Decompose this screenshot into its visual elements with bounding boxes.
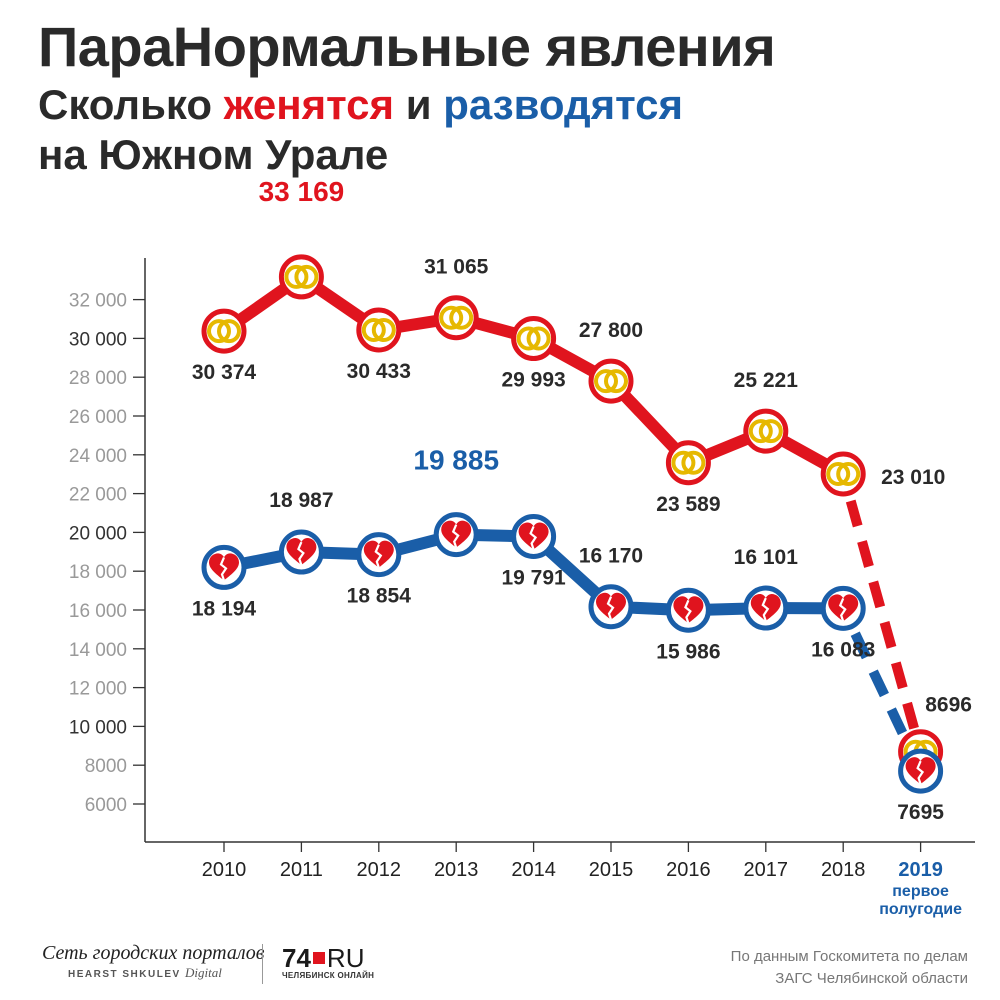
marriages-data-label: 27 800 [579, 319, 643, 342]
y-tick-label: 18 000 [69, 562, 127, 583]
axes: 6000 8000 10 000 12 000 14 000 16 000 18 000 20… [69, 258, 975, 918]
series-lines [218, 270, 926, 774]
source-line1: По данным Госкомитета по делам [730, 948, 968, 965]
data-source: По данным Госкомитета по делам ЗАГС Челя… [648, 946, 968, 990]
divorces-data-label: 19 885 [413, 445, 499, 476]
x-tick-label: 2013 [434, 859, 479, 881]
marriages-marker [201, 308, 247, 354]
marriages-data-label: 33 169 [259, 176, 345, 207]
y-tick-label: 6000 [85, 795, 127, 816]
subtitle-divorce-word: разводятся [443, 81, 684, 128]
logo1-suffix: Digital [184, 965, 222, 980]
marriages-data-label: 31 065 [424, 256, 489, 279]
marriages-marker [743, 408, 789, 454]
subtitle-marry-word: женятся [223, 81, 395, 128]
divorces-marker [433, 512, 479, 558]
x-tick-label: 2014 [511, 859, 556, 881]
divorces-marker [898, 748, 944, 794]
x-tick-label: 2011 [280, 859, 323, 881]
y-tick-label: 12 000 [69, 679, 127, 700]
divorces-data-label: 7695 [897, 801, 944, 824]
logo-divider [262, 944, 263, 984]
marriages-data-label: 29 993 [501, 369, 565, 392]
y-tick-label: 28 000 [69, 368, 127, 389]
subtitle-part2: и [394, 81, 444, 128]
divorces-marker [665, 587, 711, 633]
divorces-data-label: 16 101 [734, 546, 799, 569]
x-tick-label: 2015 [589, 859, 634, 881]
subtitle-line2: на Южном Урале [38, 131, 389, 178]
divorces-dashed-segment [838, 606, 926, 774]
divorces-marker [511, 513, 557, 559]
marriages-marker [356, 307, 402, 353]
y-tick-label: 26 000 [69, 407, 127, 428]
logo2-ru: RU [326, 943, 365, 973]
x-note-label: первое [892, 883, 949, 900]
divorces-marker [278, 529, 324, 575]
marriages-marker [588, 358, 634, 404]
chart-title: ПараНормальные явления [38, 15, 776, 78]
logo2-red-square [312, 952, 325, 964]
marriages-data-label: 30 374 [192, 361, 257, 384]
divorces-marker [820, 585, 866, 631]
y-tick-label: 22 000 [69, 485, 127, 506]
divorces-data-label: 18 987 [269, 489, 333, 512]
marriages-data-label: 25 221 [734, 369, 799, 392]
x-tick-label: 2019 [898, 859, 943, 881]
title-block: ПараНормальные явления Сколько женятся и… [38, 14, 776, 180]
divorces-data-label: 19 791 [501, 566, 566, 589]
data-labels: 30 374 33 169 30 433 31 065 29 993 27 800 23 5… [192, 176, 972, 824]
marriages-marker [511, 316, 557, 362]
y-tick-label: 8000 [85, 756, 127, 777]
source-line2: ЗАГС Челябинской области [775, 970, 968, 987]
divorces-marker [201, 544, 247, 590]
divorces-marker [743, 585, 789, 631]
divorces-marker [588, 584, 634, 630]
marriages-marker [278, 254, 324, 300]
y-tick-label: 32 000 [69, 291, 127, 312]
marriages-data-label: 23 589 [656, 493, 720, 516]
marriages-marker [433, 295, 479, 341]
y-tick-label: 30 000 [69, 329, 127, 350]
x-tick-label: 2018 [821, 859, 866, 881]
y-tick-label: 14 000 [69, 640, 127, 661]
subtitle-part1: Сколько [38, 81, 224, 128]
logo1-line2: HEARST SHKULEV Digital [68, 965, 264, 981]
logo1-brand: HEARST SHKULEV [68, 969, 181, 980]
logo2-sub: ЧЕЛЯБИНСК ОНЛАЙН [282, 971, 375, 980]
chart-subtitle: Сколько женятся и разводятся [38, 80, 775, 130]
marriages-data-label: 23 010 [881, 466, 945, 489]
x-tick-label: 2010 [202, 859, 247, 881]
marriages-marker [820, 451, 866, 497]
divorces-data-label: 16 170 [579, 545, 643, 568]
logo2-number: 74 [282, 943, 311, 973]
divorces-data-label: 16 083 [811, 638, 875, 661]
divorces-data-label: 18 854 [347, 585, 412, 608]
divorces-data-label: 18 194 [192, 597, 257, 620]
divorces-marker [356, 532, 402, 578]
site-74ru-logo: 74 RU ЧЕЛЯБИНСК ОНЛАЙН [282, 945, 374, 980]
y-tick-label: 16 000 [69, 601, 127, 622]
logo2-main: 74 RU [282, 945, 374, 971]
y-tick-label: 24 000 [69, 446, 127, 467]
x-tick-label: 2012 [357, 859, 402, 881]
marriages-data-label: 8696 [925, 694, 972, 717]
y-tick-label: 20 000 [69, 523, 127, 544]
marriages-data-label: 30 433 [347, 360, 411, 383]
x-tick-label: 2016 [666, 859, 711, 881]
x-tick-label: 2017 [744, 859, 789, 881]
portal-network-logo: Сеть городских порталов HEARST SHKULEV D… [42, 942, 264, 981]
marriages-marker [665, 440, 711, 486]
marriages-dashed-segment [838, 472, 926, 754]
logo1-line1: Сеть городских порталов [42, 942, 265, 964]
x-note-label: полугодие [879, 901, 962, 918]
divorces-data-label: 15 986 [656, 640, 720, 663]
series-markers [201, 254, 944, 794]
y-tick-label: 10 000 [69, 717, 127, 738]
